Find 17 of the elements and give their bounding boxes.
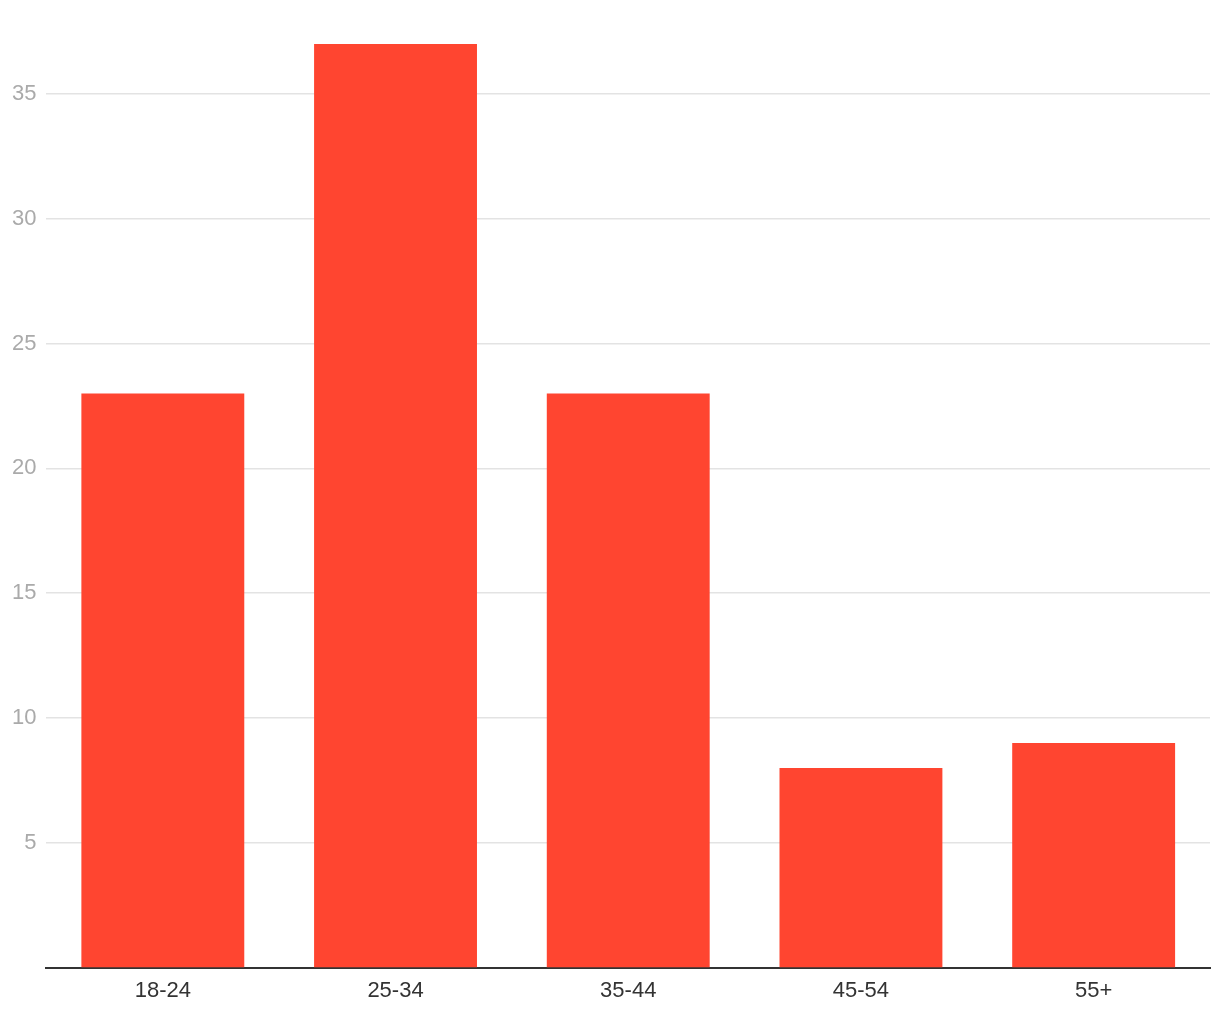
y-tick-label: 35: [11, 79, 37, 105]
bar: [546, 393, 710, 968]
x-tick-label: 18-24: [134, 976, 191, 1002]
x-tick-label: 55+: [1074, 976, 1113, 1002]
bar: [1012, 742, 1176, 968]
y-tick-label: 30: [11, 204, 37, 230]
x-tick-label: 25-34: [367, 976, 424, 1002]
bar: [81, 393, 245, 968]
y-tick-label: 10: [11, 704, 37, 730]
y-tick-label: 20: [11, 454, 37, 480]
bar: [779, 767, 943, 968]
x-tick-label: 45-54: [832, 976, 890, 1002]
y-tick-label: 5: [24, 828, 37, 854]
y-tick-label: 25: [11, 329, 37, 355]
y-tick-label: 15: [11, 579, 37, 605]
bar: [314, 44, 477, 968]
x-tick-label: 35-44: [600, 976, 657, 1002]
